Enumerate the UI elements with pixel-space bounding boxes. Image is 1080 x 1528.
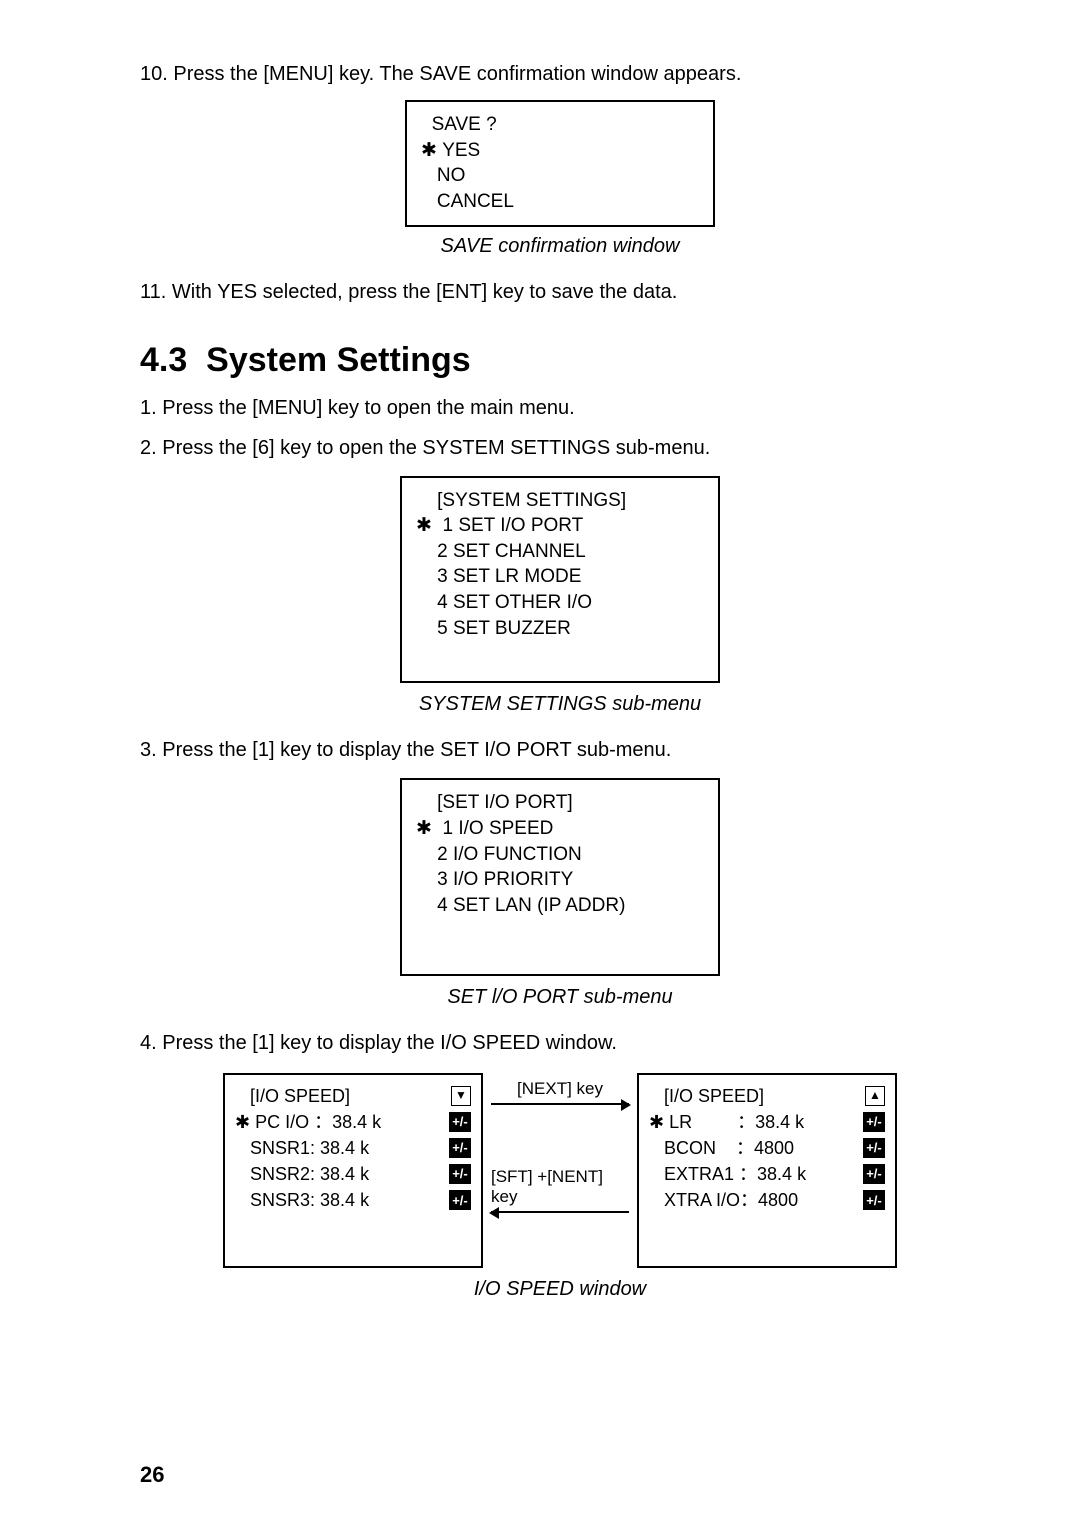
sys-i2-text: 2 SET CHANNEL [437,541,586,562]
section-number: 4.3 [140,341,187,379]
speed-right-r2: BCON ：4800 [649,1135,863,1161]
io-item-1: ✱ 1 I/O SPEED [416,816,704,842]
caption-io: SET l/O PORT sub-menu [140,986,980,1009]
save-no: NO [421,163,699,189]
speed-left-r3: SNSR2: 38.4 k [235,1161,449,1187]
io-title: [SET I/O PORT] [416,790,704,816]
io-speed-left-box: [I/O SPEED] ▼ ✱ PC I/O ：38.4 k +/- SNSR1… [223,1073,483,1268]
speed-right-r2-text: BCON ：4800 [664,1138,794,1158]
sys-item-5: 5 SET BUZZER [416,616,704,642]
speed-left-r2-text: SNSR1: 38.4 k [250,1138,369,1158]
speed-right-r3-text: EXTRA1 ：38.4 k [664,1164,806,1184]
scroll-up-icon: ▲ [865,1086,885,1106]
caption-save: SAVE confirmation window [140,235,980,258]
speed-left-title: [I/O SPEED] [235,1083,451,1109]
speed-right-r1-text: LR ：38.4 k [669,1112,804,1132]
io-i3-text: 3 I/O PRIORITY [437,869,573,890]
sys-item-3: 3 SET LR MODE [416,564,704,590]
save-title: SAVE ? [421,112,699,138]
sys-i4-text: 4 SET OTHER I/O [437,592,592,613]
save-cancel: CANCEL [421,189,699,215]
step-3-text: 3. Press the [1] key to display the SET … [140,736,980,764]
plus-minus-icon: +/- [449,1112,471,1132]
plus-minus-icon: +/- [449,1138,471,1158]
io-item-3: 3 I/O PRIORITY [416,867,704,893]
page-number: 26 [140,1462,164,1488]
sys-item-1: ✱ 1 SET I/O PORT [416,513,704,539]
save-title-text: SAVE ? [432,114,497,135]
speed-left-r1-text: PC I/O ：38.4 k [255,1112,381,1132]
section-heading: 4.3 System Settings [140,341,980,380]
save-confirm-box: SAVE ? ✱ YES NO CANCEL [405,100,715,227]
system-settings-menu: [SYSTEM SETTINGS] ✱ 1 SET I/O PORT 2 SET… [400,476,720,684]
scroll-down-icon: ▼ [451,1086,471,1106]
speed-right-r1: ✱ LR ：38.4 k [649,1109,863,1135]
next-key-label: [NEXT] key [491,1079,629,1099]
sys-title-text: [SYSTEM SETTINGS] [437,490,626,511]
plus-minus-icon: +/- [863,1164,885,1184]
speed-right-title: [I/O SPEED] [649,1083,865,1109]
plus-minus-icon: +/- [863,1138,885,1158]
sys-item-4: 4 SET OTHER I/O [416,590,704,616]
speed-right-r3: EXTRA1 ：38.4 k [649,1161,863,1187]
arrow-left-icon [491,1211,629,1213]
speed-right-r4-text: XTRA I/O：4800 [664,1190,798,1210]
step-2-text: 2. Press the [6] key to open the SYSTEM … [140,434,980,462]
save-yes: ✱ YES [421,138,699,164]
speed-left-r2: SNSR1: 38.4 k [235,1135,449,1161]
speed-left-r3-text: SNSR2: 38.4 k [250,1164,369,1184]
sys-item-2: 2 SET CHANNEL [416,539,704,565]
caption-sys: SYSTEM SETTINGS sub-menu [140,693,980,716]
save-no-text: NO [437,165,466,186]
save-cancel-text: CANCEL [437,191,514,212]
io-item-4: 4 SET LAN (IP ADDR) [416,893,704,919]
plus-minus-icon: +/- [449,1190,471,1210]
speed-left-r4: SNSR3: 38.4 k [235,1187,449,1213]
step-11-text: 11. With YES selected, press the [ENT] k… [140,278,980,306]
section-title-text: System Settings [206,341,471,379]
io-i1-text: 1 I/O SPEED [442,818,553,839]
speed-left-r4-text: SNSR3: 38.4 k [250,1190,369,1210]
step-1-text: 1. Press the [MENU] key to open the main… [140,394,980,422]
plus-minus-icon: +/- [863,1190,885,1210]
caption-speed: I/O SPEED window [140,1278,980,1301]
sys-i3-text: 3 SET LR MODE [437,566,581,587]
save-yes-text: YES [442,140,480,161]
set-io-port-menu: [SET I/O PORT] ✱ 1 I/O SPEED 2 I/O FUNCT… [400,778,720,975]
arrow-right-icon [491,1103,629,1105]
speed-right-r4: XTRA I/O：4800 [649,1187,863,1213]
speed-right-title-text: [I/O SPEED] [664,1086,764,1106]
io-item-2: 2 I/O FUNCTION [416,842,704,868]
io-speed-right-box: [I/O SPEED] ▲ ✱ LR ：38.4 k +/- BCON ：480… [637,1073,897,1268]
sys-i5-text: 5 SET BUZZER [437,618,571,639]
io-i4-text: 4 SET LAN (IP ADDR) [437,895,625,916]
sys-i1-text: 1 SET I/O PORT [442,515,583,536]
mid-column: [NEXT] key [SFT] +[NENT] key [491,1073,629,1221]
step-10-text: 10. Press the [MENU] key. The SAVE confi… [140,60,980,88]
plus-minus-icon: +/- [863,1112,885,1132]
io-i2-text: 2 I/O FUNCTION [437,844,582,865]
plus-minus-icon: +/- [449,1164,471,1184]
step-4-text: 4. Press the [1] key to display the I/O … [140,1029,980,1057]
sft-key-label: [SFT] +[NENT] key [491,1167,629,1207]
speed-left-r1: ✱ PC I/O ：38.4 k [235,1109,449,1135]
sys-title: [SYSTEM SETTINGS] [416,488,704,514]
speed-left-title-text: [I/O SPEED] [250,1086,350,1106]
io-title-text: [SET I/O PORT] [437,792,573,813]
